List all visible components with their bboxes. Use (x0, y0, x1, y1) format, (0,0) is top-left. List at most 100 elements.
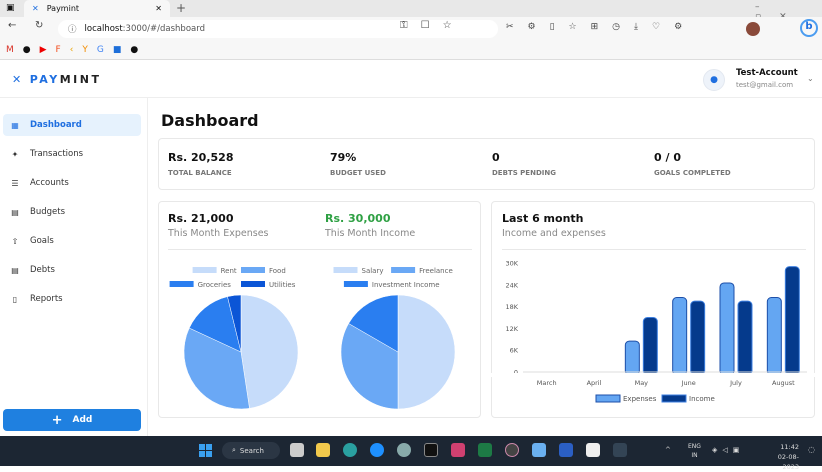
bar-expenses (624, 340, 640, 376)
y-tick-label: 12K (505, 325, 518, 333)
system-tray-icons[interactable]: ◈◁▣ (712, 446, 745, 454)
time: 11:42 (780, 443, 799, 451)
url-input[interactable]: ⓘ localhost:3000/#/dashboard (58, 20, 498, 38)
terminal-icon[interactable] (424, 443, 438, 457)
clock[interactable]: 11:42 02-08-2023 (763, 442, 799, 472)
jetbrains-icon[interactable] (451, 443, 465, 457)
edge-icon[interactable] (370, 443, 384, 457)
tab-actions-icon[interactable]: ▣ (6, 3, 15, 13)
account-email: test@gmail.com (736, 81, 794, 89)
browser-tab-bar (0, 0, 822, 17)
bar-chart: 0 6K 12K 18K 24K 30K March April May June July Augu… (491, 260, 815, 403)
extension-icons[interactable]: ✂⚙▯☆⊞◷⤓♡⚙ (506, 22, 697, 32)
bookmarks-bar: M ● ▶ F ‹ Y G ■ ● (0, 40, 822, 60)
legend-swatch (391, 267, 416, 273)
pie-slice-rent (240, 294, 299, 409)
paymint-logo[interactable]: ✕ PAYMINT (12, 73, 101, 86)
snipping-tool-icon[interactable] (586, 443, 600, 457)
app-icon[interactable] (613, 443, 627, 457)
taskbar (0, 436, 822, 466)
legend-swatch (169, 281, 194, 287)
sidebar-item-goals[interactable]: ⇧ Goals (3, 230, 141, 252)
account-name[interactable]: Test-Account (736, 68, 798, 78)
sidebar-item-label: Budgets (30, 207, 66, 217)
browser-tab[interactable]: ✕ Paymint ✕ (24, 0, 170, 17)
bing-icon[interactable]: b (800, 19, 818, 37)
stat-label: DEBTS PENDING (492, 169, 556, 177)
last-6-month-card (491, 201, 815, 418)
figma-icon[interactable]: F (55, 44, 61, 55)
word-icon[interactable] (559, 443, 573, 457)
search-label: Search (239, 446, 264, 455)
legend-swatch (661, 394, 687, 403)
x-tick-label: April (587, 379, 602, 387)
sidebar-item-label: Dashboard (30, 120, 82, 130)
taskbar-search[interactable]: ⌕ Search (222, 442, 280, 459)
github-icon[interactable]: ● (130, 44, 139, 55)
windows-start-icon[interactable] (199, 444, 212, 457)
x-tick-label: June (681, 379, 696, 387)
pie-slice-groceries (188, 296, 242, 353)
pie-slice-utilities (227, 294, 242, 353)
close-tab-icon[interactable]: ✕ (155, 4, 162, 13)
media-player-icon[interactable] (505, 443, 519, 457)
lang-code: ENG (688, 443, 701, 450)
gmail-icon[interactable]: M (6, 44, 14, 55)
sidebar-item-reports[interactable]: ▯ Reports (3, 288, 141, 310)
notifications-icon[interactable]: ◌ (808, 445, 815, 454)
grid-icon: ▦ (11, 120, 19, 130)
settings-icon[interactable] (397, 443, 411, 457)
taskview-icon[interactable] (290, 443, 304, 457)
notepad-icon[interactable] (532, 443, 546, 457)
month-income-value: Rs. 30,000 (325, 212, 391, 225)
month-income-label: This Month Income (325, 228, 416, 239)
legend-swatch (241, 281, 265, 287)
bar-expenses (719, 282, 735, 376)
month-expenses-label: This Month Expenses (168, 228, 269, 239)
sidebar-item-transactions[interactable]: ✦ Transactions (3, 143, 141, 165)
bar-baseline-mask (491, 373, 815, 377)
stat-budget-used: 79% BUDGET USED (330, 151, 386, 177)
url-host: localhost (84, 24, 123, 34)
sidebar-item-label: Reports (30, 294, 63, 304)
edge-dev-icon[interactable] (343, 443, 357, 457)
bookmark-icon[interactable]: ‹ (69, 44, 74, 55)
sidebar-item-accounts[interactable]: ☰ Accounts (3, 172, 141, 194)
chevron-down-icon[interactable]: ⌄ (807, 74, 814, 83)
bookmark-icon[interactable]: Y (82, 44, 88, 55)
pie-slice-salary (397, 294, 456, 410)
logo-icon: ✕ (12, 73, 24, 86)
refresh-icon[interactable]: ↻ (35, 20, 44, 31)
back-icon[interactable]: ← (8, 20, 17, 31)
profile-avatar[interactable] (746, 22, 760, 36)
info-icon: ⓘ (68, 25, 77, 35)
sidebar: ▦ Dashboard ✦ Transactions ☰ Accounts ▤ Budg… (0, 98, 148, 436)
pie-slice-freelance (340, 323, 399, 410)
language-indicator[interactable]: ENG IN (688, 442, 701, 460)
excel-icon[interactable] (478, 443, 492, 457)
bar-income (784, 266, 800, 376)
add-button[interactable]: + Add (3, 409, 141, 431)
clipboard-icon: ▯ (12, 294, 18, 304)
new-tab-icon[interactable]: + (176, 1, 187, 15)
youtube-icon[interactable]: ▶ (39, 44, 47, 55)
sidebar-item-dashboard[interactable]: ▦ Dashboard (3, 114, 141, 136)
bookmark-icon[interactable]: ■ (112, 44, 122, 55)
browser-toolbar-icons[interactable]: ⚿☐☆ (400, 20, 465, 31)
sidebar-item-debts[interactable]: ▤ Debts (3, 259, 141, 281)
github-icon[interactable]: ● (22, 44, 31, 55)
user-avatar[interactable]: ● (703, 69, 725, 91)
google-icon[interactable]: G (96, 44, 104, 55)
file-explorer-icon[interactable] (316, 443, 330, 457)
stat-value: 0 / 0 (654, 151, 681, 164)
url-path: :3000/#/dashboard (122, 24, 205, 34)
sidebar-item-label: Goals (30, 236, 54, 246)
pie-slice-investment-income (348, 294, 399, 353)
legend-label: Food (269, 267, 286, 275)
sidebar-item-budgets[interactable]: ▤ Budgets (3, 201, 141, 223)
stat-value: Rs. 20,528 (168, 151, 234, 164)
chevron-up-icon[interactable]: ^ (665, 446, 671, 454)
legend-label: Utilities (269, 281, 296, 289)
pie-charts: Rent Food Groceries Utilities Salary Freelanc… (169, 267, 456, 410)
y-tick-label: 30K (505, 260, 518, 268)
